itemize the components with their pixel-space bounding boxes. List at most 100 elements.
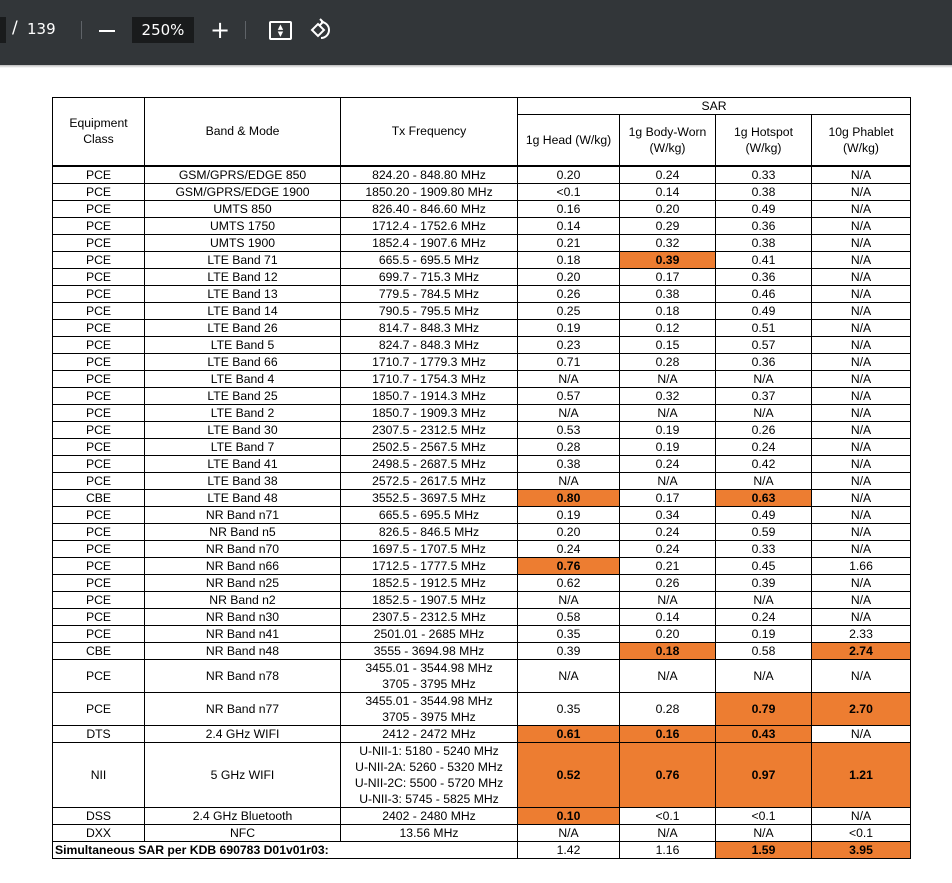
table-row: PCE NR Band n70 1697.5 - 1707.5 MHz 0.24 0.2… — [52, 539, 911, 558]
phablet-sar-cell: N/A — [811, 182, 911, 201]
equipment-class-cell: PCE — [52, 318, 145, 337]
head-sar-cell: 0.53 — [517, 420, 620, 439]
hotspot-sar-cell: 0.57 — [715, 335, 812, 354]
equipment-class-cell: CBE — [52, 641, 145, 660]
body-worn-sar-cell: 0.17 — [619, 267, 716, 286]
tx-frequency-line: 3455.01 - 3544.98 MHz — [365, 660, 493, 675]
equipment-class-cell: PCE — [52, 403, 145, 422]
tx-frequency-line: 826.5 - 846.5 MHz — [378, 524, 480, 539]
simultaneous-sar-row: Simultaneous SAR per KDB 690783 D01v01r0… — [52, 840, 911, 859]
table-row: PCE NR Band n66 1712.5 - 1777.5 MHz 0.76 0.2… — [52, 556, 911, 575]
head-sar-cell: 0.23 — [517, 335, 620, 354]
header-sar: SAR — [517, 97, 911, 115]
phablet-sar-cell: N/A — [811, 420, 911, 439]
head-sar-cell: 0.20 — [517, 164, 620, 184]
head-sar-cell: 0.35 — [517, 691, 620, 726]
phablet-sar-cell: N/A — [811, 301, 911, 320]
band-mode-cell: LTE Band 4 — [144, 369, 341, 388]
equipment-class-cell: PCE — [52, 199, 145, 218]
equipment-class-cell: PCE — [52, 454, 145, 473]
phablet-sar-cell: N/A — [811, 658, 911, 693]
head-sar-cell: <0.1 — [517, 182, 620, 201]
hotspot-sar-cell: N/A — [715, 658, 812, 693]
tx-frequency-cell: 2502.5 - 2567.5 MHz — [340, 437, 518, 456]
equipment-class-cell: PCE — [52, 267, 145, 286]
body-worn-sar-cell: 0.20 — [619, 199, 716, 218]
zoom-in-icon[interactable]: + — [210, 16, 231, 44]
equipment-class-cell: PCE — [52, 335, 145, 354]
tx-frequency-cell: 2498.5 - 2687.5 MHz — [340, 454, 518, 473]
equipment-class-cell: PCE — [52, 386, 145, 405]
hotspot-sar-cell: 0.19 — [715, 624, 812, 643]
band-mode-cell: NR Band n41 — [144, 624, 341, 643]
tx-frequency-line: 790.5 - 795.5 MHz — [378, 303, 480, 318]
body-worn-sar-cell: <0.1 — [619, 806, 716, 825]
tx-frequency-cell: 3552.5 - 3697.5 MHz — [340, 488, 518, 507]
equipment-class-cell: CBE — [52, 488, 145, 507]
fit-page-icon[interactable]: ▲ ▼ — [269, 21, 292, 40]
head-simultaneous-cell: 1.42 — [517, 840, 620, 859]
band-mode-cell: GSM/GPRS/EDGE 1900 — [144, 182, 341, 201]
phablet-simultaneous-cell: 3.95 — [811, 840, 911, 859]
body-worn-sar-cell: 0.24 — [619, 522, 716, 541]
hotspot-sar-cell: 0.36 — [715, 352, 812, 371]
tx-frequency-cell: 13.56 MHz — [340, 823, 518, 842]
body-worn-sar-cell: 0.32 — [619, 386, 716, 405]
body-worn-sar-cell: 0.14 — [619, 607, 716, 626]
tx-frequency-cell: 3555 - 3694.98 MHz — [340, 641, 518, 660]
equipment-class-cell: PCE — [52, 233, 145, 252]
band-mode-cell: 2.4 GHz WIFI — [144, 724, 341, 743]
band-mode-cell: LTE Band 5 — [144, 335, 341, 354]
tx-frequency-line: 826.40 - 846.60 MHz — [372, 201, 486, 216]
zoom-level-input[interactable]: 250% — [132, 17, 194, 43]
head-sar-cell: 0.80 — [517, 488, 620, 507]
hotspot-sar-cell: 0.36 — [715, 267, 812, 286]
table-row: PCE LTE Band 14 790.5 - 795.5 MHz 0.25 0.18 0… — [52, 301, 911, 320]
band-mode-cell: UMTS 1900 — [144, 233, 341, 252]
zoom-out-icon[interactable] — [96, 17, 118, 43]
simultaneous-sar-label: Simultaneous SAR per KDB 690783 D01v01r0… — [52, 840, 518, 859]
hotspot-sar-cell: 0.42 — [715, 454, 812, 473]
phablet-sar-cell: 2.74 — [811, 641, 911, 660]
equipment-class-cell: PCE — [52, 505, 145, 524]
header-hotspot: 1g Hotspot (W/kg) — [715, 114, 812, 166]
tx-frequency-line: 1712.5 - 1777.5 MHz — [372, 558, 486, 573]
rotate-icon[interactable] — [308, 17, 334, 43]
table-row: PCE LTE Band 38 2572.5 - 2617.5 MHz N/A N/A N… — [52, 471, 911, 490]
band-mode-cell: NR Band n78 — [144, 658, 341, 693]
tx-frequency-cell: 699.7 - 715.3 MHz — [340, 267, 518, 286]
tx-frequency-cell: 3455.01 - 3544.98 MHz 3705 - 3975 MHz — [340, 691, 518, 726]
tx-frequency-line: 1697.5 - 1707.5 MHz — [372, 541, 486, 556]
equipment-class-cell: DTS — [52, 724, 145, 743]
tx-frequency-cell: 1710.7 - 1754.3 MHz — [340, 369, 518, 388]
tx-frequency-line: 2307.5 - 2312.5 MHz — [372, 422, 486, 437]
table-row: DSS 2.4 GHz Bluetooth 2402 - 2480 MHz 0.10 <… — [52, 806, 911, 825]
header-body-worn: 1g Body-Worn (W/kg) — [619, 114, 716, 166]
tx-frequency-cell: 824.20 - 848.80 MHz — [340, 164, 518, 184]
tx-frequency-cell: 790.5 - 795.5 MHz — [340, 301, 518, 320]
tx-frequency-cell: 1850.20 - 1909.80 MHz — [340, 182, 518, 201]
hotspot-sar-cell: 0.79 — [715, 691, 812, 726]
tx-frequency-line: 824.20 - 848.80 MHz — [372, 167, 486, 182]
tx-frequency-cell: 2402 - 2480 MHz — [340, 806, 518, 825]
phablet-sar-cell: N/A — [811, 806, 911, 825]
head-sar-cell: 0.58 — [517, 607, 620, 626]
tx-frequency-cell: 665.5 - 695.5 MHz — [340, 250, 518, 269]
body-worn-sar-cell: 0.38 — [619, 284, 716, 303]
hotspot-sar-cell: 0.43 — [715, 724, 812, 743]
tx-frequency-cell: 1850.7 - 1914.3 MHz — [340, 386, 518, 405]
phablet-sar-cell: N/A — [811, 539, 911, 558]
table-row: PCE NR Band n5 826.5 - 846.5 MHz 0.20 0.24 0.… — [52, 522, 911, 541]
band-mode-cell: LTE Band 48 — [144, 488, 341, 507]
phablet-sar-cell: N/A — [811, 233, 911, 252]
phablet-sar-cell: N/A — [811, 352, 911, 371]
phablet-sar-cell: 1.21 — [811, 741, 911, 808]
page-number-input[interactable] — [0, 17, 6, 43]
table-row: PCE LTE Band 66 1710.7 - 1779.3 MHz 0.71 0.2… — [52, 352, 911, 371]
header-band-mode: Band & Mode — [144, 97, 341, 166]
phablet-sar-cell: N/A — [811, 607, 911, 626]
equipment-class-cell: PCE — [52, 352, 145, 371]
band-mode-cell: 5 GHz WIFI — [144, 741, 341, 808]
hotspot-sar-cell: 0.51 — [715, 318, 812, 337]
table-row: PCE LTE Band 7 2502.5 - 2567.5 MHz 0.28 0.19… — [52, 437, 911, 456]
